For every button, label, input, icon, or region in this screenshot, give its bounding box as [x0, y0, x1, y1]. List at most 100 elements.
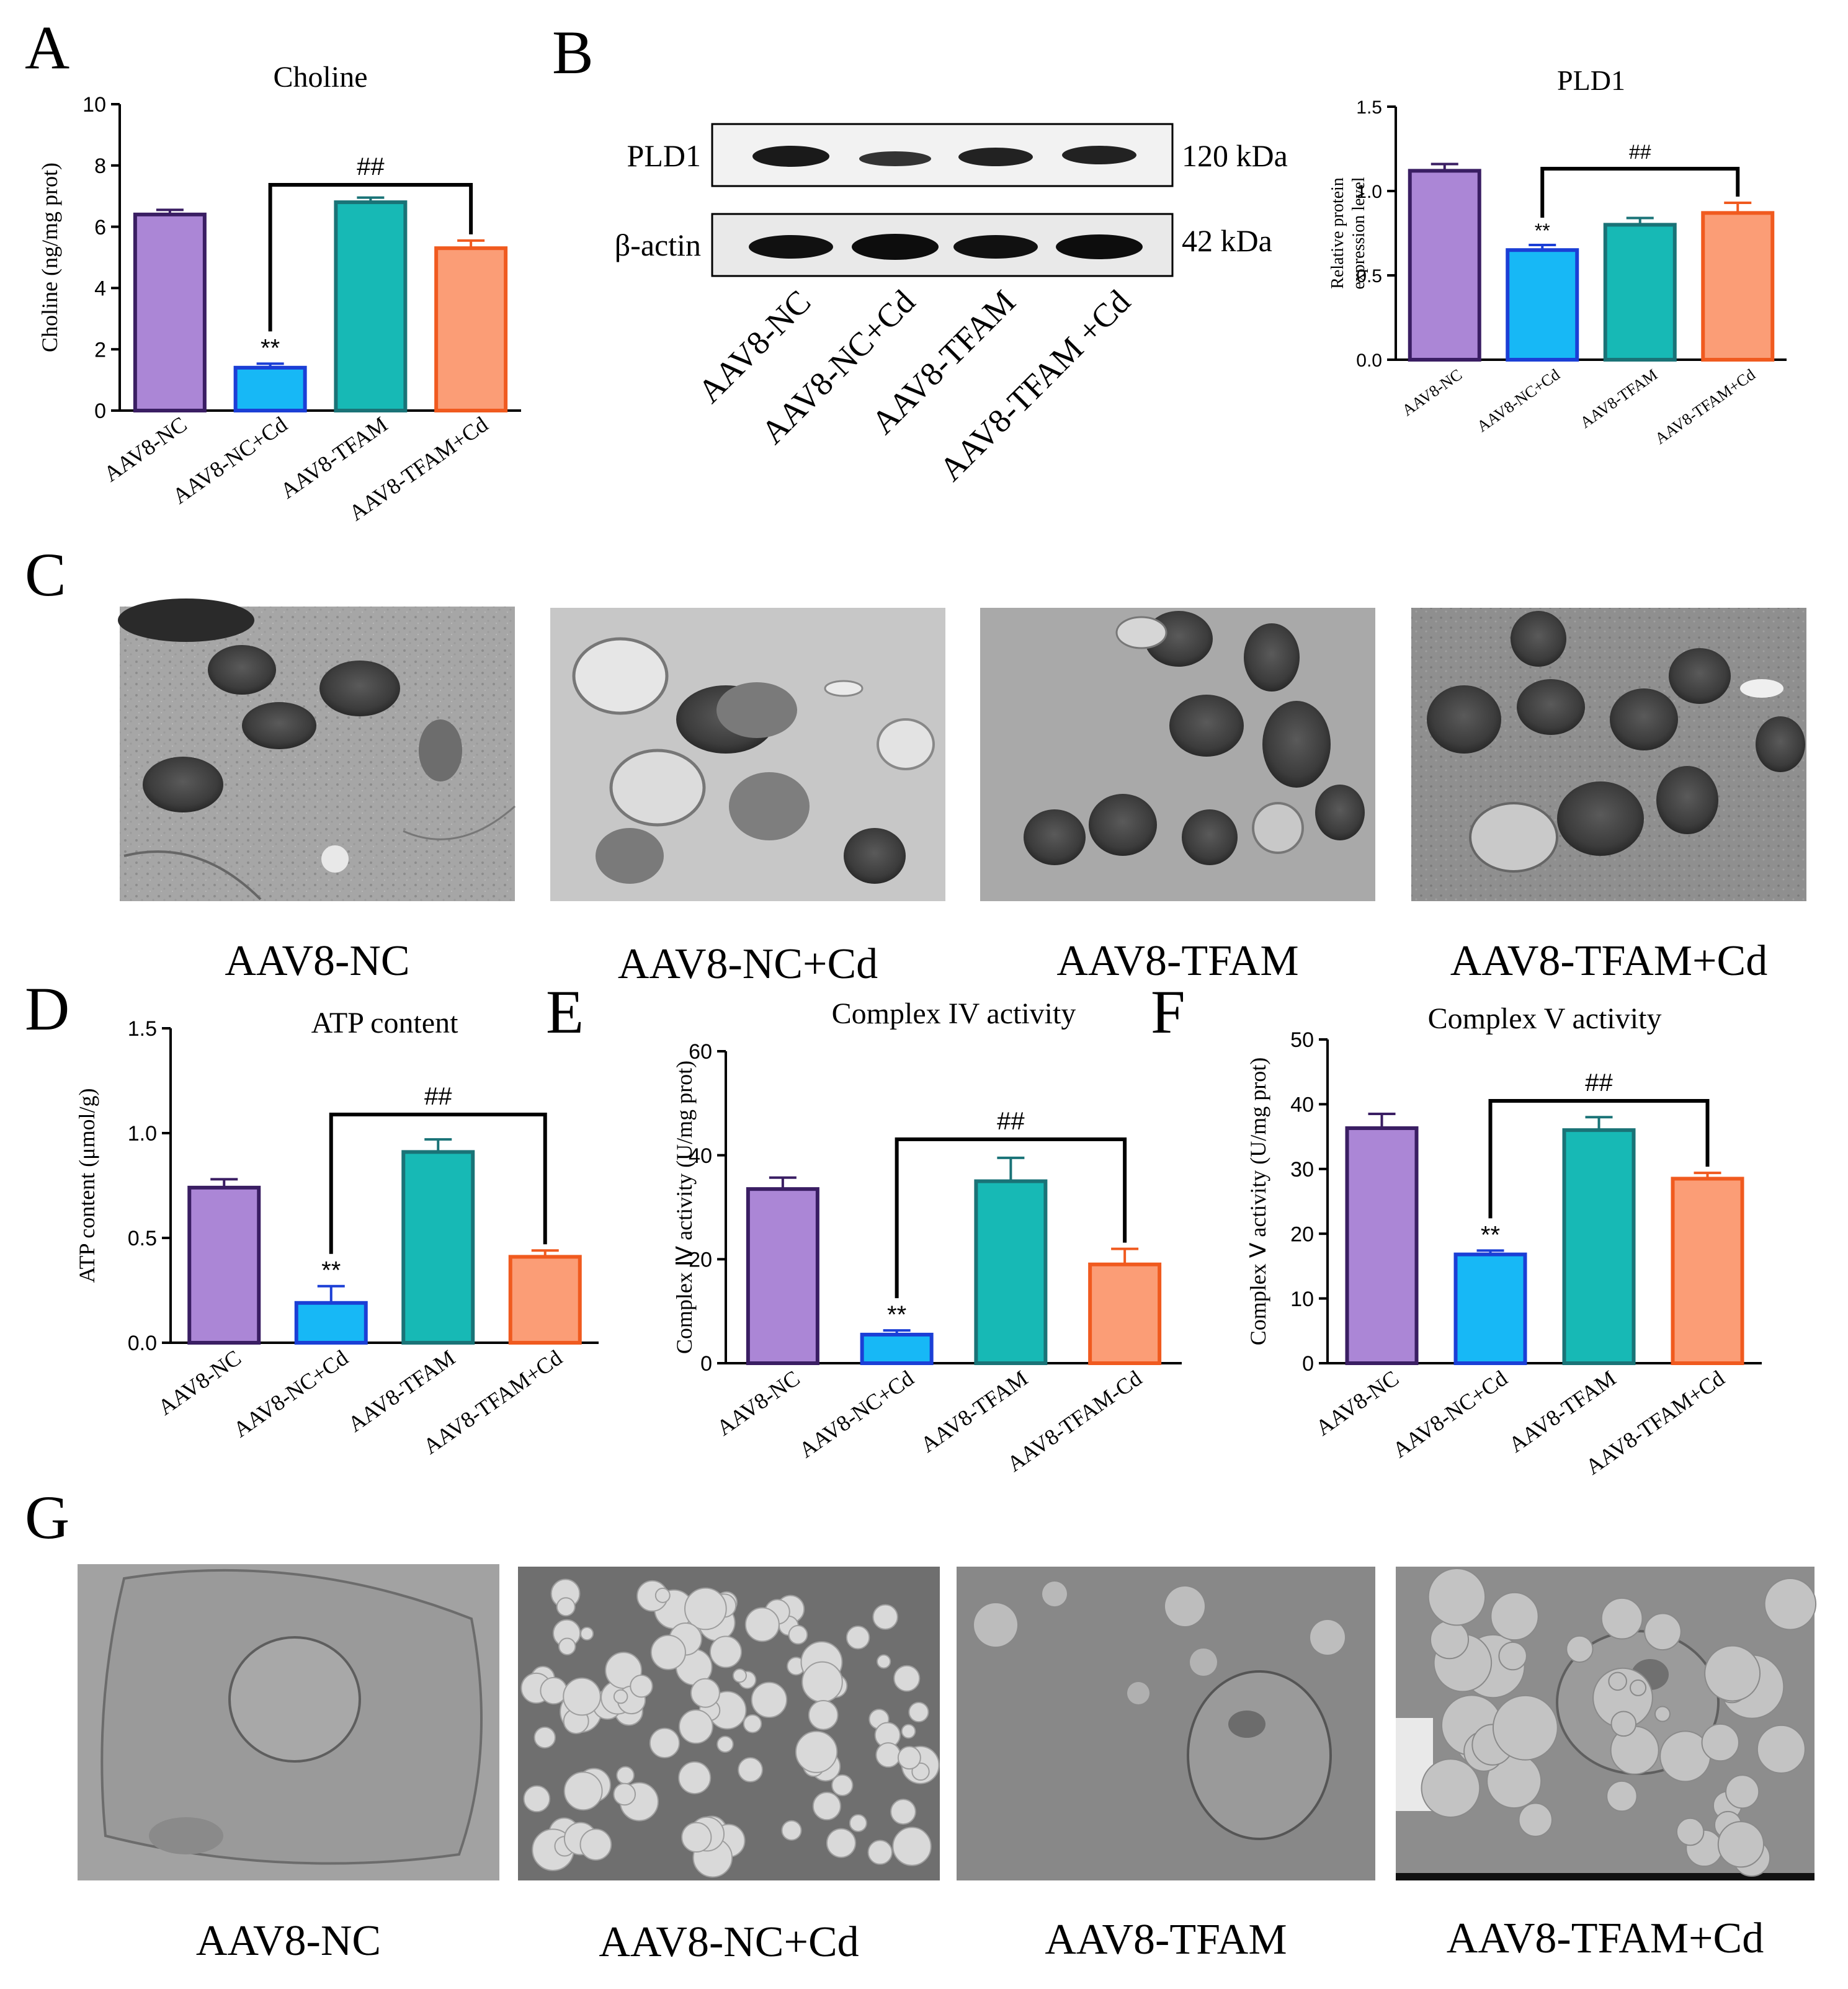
em-image-g-3 — [957, 1567, 1375, 1880]
lipid-droplet — [1606, 1780, 1638, 1812]
y-tick-label: 40 — [689, 1144, 712, 1168]
lipid-droplet — [1764, 1577, 1817, 1631]
lipid-droplets-g2 — [520, 1578, 940, 1878]
y-axis-label: Relative protein expression level — [1328, 177, 1368, 289]
y-tick-label: 20 — [1290, 1222, 1314, 1246]
chart-title: Complex V activity — [1428, 1002, 1662, 1035]
comparison-bracket — [1488, 1099, 1710, 1219]
y-axis-label: Complex Ⅴ activity (U/mg prot) — [1246, 1057, 1270, 1346]
lipid-droplet — [743, 1714, 762, 1733]
y-tick-label: 4 — [94, 277, 106, 301]
lipid-droplet — [681, 1822, 712, 1853]
lipid-droplet — [678, 1761, 712, 1794]
lipid-droplet — [1704, 1645, 1761, 1702]
lipid-droplet — [897, 1746, 921, 1770]
y-tick-label: 8 — [94, 154, 106, 178]
significance-star: ** — [1535, 220, 1550, 242]
chart-title: Choline — [274, 61, 368, 94]
em-image-g-1 — [78, 1564, 499, 1880]
lipid-droplet — [1756, 1724, 1806, 1774]
lipid-droplet — [654, 1587, 671, 1603]
panel-letter-g: G — [25, 1483, 69, 1552]
x-tick-label: AAV8-NC+Cd — [795, 1366, 919, 1462]
comparison-bracket — [895, 1137, 1127, 1299]
comparison-bracket — [329, 1113, 547, 1254]
chart-complex-v: 01020304050AAV8-NCAAV8-NC+CdAAV8-TFAMAAV… — [1246, 1002, 1762, 1479]
blot-lane-4: AAV8-TFAM +Cd — [932, 283, 1138, 488]
bar-1 — [133, 212, 207, 412]
panel-letter-b: B — [552, 18, 594, 87]
lipid-droplet — [867, 1840, 893, 1865]
bracket-label: ## — [1629, 141, 1651, 163]
em-image-c-3 — [980, 608, 1375, 901]
bar-4 — [508, 1255, 582, 1345]
lipid-droplet — [744, 1607, 780, 1642]
y-axis-label: Choline (ng/mg prot) — [37, 162, 62, 352]
blot-size-pld1: 120 kDa — [1182, 138, 1288, 173]
comparison-bracket — [268, 183, 473, 332]
y-tick-label: 0 — [700, 1352, 712, 1376]
caption-c-3: AAV8-TFAM — [1056, 937, 1299, 985]
x-tick-label: AAV8-NC — [153, 1345, 246, 1420]
lipid-droplet — [716, 1735, 734, 1753]
lipid-droplet — [872, 1604, 898, 1630]
lipid-droplet — [738, 1757, 764, 1782]
lipid-droplet — [849, 1813, 867, 1832]
lipid-droplet — [1717, 1821, 1764, 1868]
blot-size-actin: 42 kDa — [1182, 223, 1272, 258]
y-axis-label: Complex Ⅳ activity (U/mg prot) — [672, 1061, 697, 1354]
lipid-droplet — [795, 1730, 838, 1773]
y-tick-label: 0.0 — [128, 1332, 157, 1355]
lipid-droplet — [1725, 1774, 1760, 1809]
lipid-droplet — [1429, 1620, 1470, 1660]
bar-1 — [1345, 1126, 1419, 1365]
western-blot: PLD1 β-actin 120 kDa 42 kDa AAV8-NC AAV8… — [615, 123, 1288, 488]
lipid-droplet — [1490, 1591, 1539, 1641]
bar-4 — [434, 246, 508, 412]
y-tick-label: 0.0 — [1356, 350, 1382, 371]
x-tick-label: AAV8-NC — [99, 412, 192, 487]
lipid-droplet — [812, 1792, 841, 1821]
bar-3 — [974, 1179, 1048, 1366]
lipid-droplet — [613, 1689, 628, 1704]
bar-1 — [187, 1185, 261, 1345]
lipid-droplet — [1676, 1817, 1705, 1846]
y-axis-label-line: Relative protein — [1328, 177, 1347, 289]
band-pld1-2 — [859, 151, 931, 166]
lipid-droplet — [826, 1828, 857, 1858]
lipid-droplet — [732, 1668, 747, 1683]
chart-choline: 0246810AAV8-NCAAV8-NC+CdAAV8-TFAMAAV8-TF… — [37, 61, 521, 525]
lipid-droplet — [751, 1681, 788, 1718]
em-image-c-1 — [118, 598, 516, 901]
y-axis-label: ATP content (μmol/g) — [74, 1088, 99, 1283]
lipid-droplet — [709, 1635, 743, 1668]
lipid-droplet — [650, 1634, 686, 1670]
lipid-droplet — [781, 1820, 802, 1841]
lipid-droplet — [908, 1701, 929, 1723]
lipid-droplet — [523, 1785, 551, 1813]
lipid-droplet — [580, 1627, 594, 1641]
lipid-droplet — [540, 1676, 568, 1705]
y-tick-label: 2 — [94, 338, 106, 362]
em-image-c-4 — [1411, 608, 1806, 901]
y-tick-label: 0.5 — [128, 1227, 157, 1250]
band-pld1-3 — [958, 148, 1033, 166]
lipid-droplet — [579, 1828, 612, 1861]
lipid-droplet — [558, 1637, 576, 1655]
caption-c-4: AAV8-TFAM+Cd — [1450, 937, 1768, 985]
bar-3 — [334, 200, 408, 412]
y-tick-label: 1.0 — [1356, 182, 1382, 202]
lipid-droplets-g4 — [1421, 1567, 1817, 1877]
chart-complex-iv: 0204060AAV8-NCAAV8-NC+CdAAV8-TFAMAAV8-TF… — [672, 997, 1182, 1477]
bar-4 — [1088, 1262, 1162, 1366]
y-tick-label: 0 — [1302, 1352, 1314, 1376]
blot-protein-actin: β-actin — [615, 228, 701, 262]
lipid-droplet — [892, 1827, 932, 1866]
lipid-droplet — [846, 1626, 870, 1650]
blot-protein-pld1: PLD1 — [627, 138, 701, 173]
band-pld1-1 — [752, 146, 829, 167]
panel-letter-f: F — [1151, 977, 1185, 1046]
lipid-droplet — [649, 1727, 681, 1759]
lipid-droplet — [831, 1774, 854, 1797]
